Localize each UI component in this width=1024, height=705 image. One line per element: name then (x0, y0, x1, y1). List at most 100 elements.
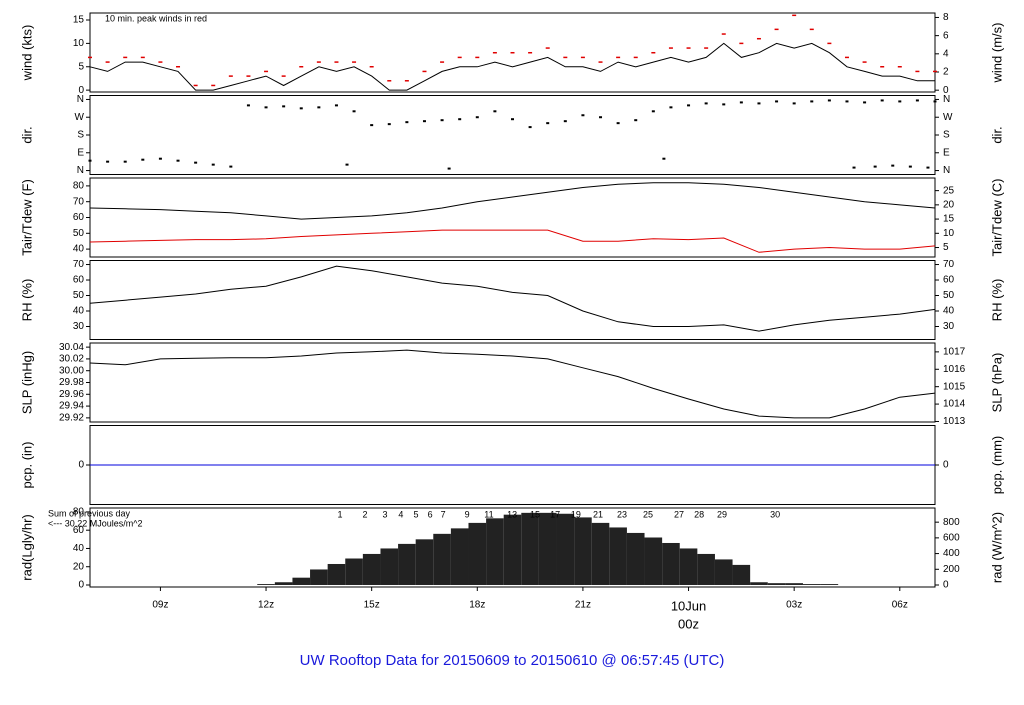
annotation: Sum of previous day (48, 508, 131, 518)
point (405, 121, 409, 124)
y-tick-label: 29.94 (59, 401, 84, 412)
point (634, 119, 638, 122)
y2-tick-label: 600 (943, 533, 960, 544)
hour-mark: 25 (643, 509, 653, 519)
series-line (89, 349, 936, 419)
point (493, 110, 497, 113)
series-line (89, 265, 936, 332)
y2-tick-label: N (943, 94, 950, 105)
y2-tick-label: 6 (943, 30, 949, 41)
y-tick-label: 20 (73, 561, 85, 572)
point (810, 100, 814, 103)
y-tick-label: 40 (73, 543, 85, 554)
panel-frame (89, 507, 936, 588)
point (176, 159, 180, 162)
point (246, 104, 250, 107)
bar (574, 517, 592, 585)
hour-mark: 9 (465, 509, 470, 519)
y-tick-label: 0 (78, 85, 84, 96)
y2-tick-label: 0 (943, 460, 949, 471)
hour-mark: 15 (530, 509, 540, 519)
y-tick-label: 50 (73, 290, 85, 301)
panel-frame (89, 342, 936, 423)
bar (292, 577, 311, 585)
bar (556, 513, 575, 585)
bar (626, 532, 645, 585)
point (475, 116, 479, 119)
chart-title: UW Rooftop Data for 20150609 to 20150610… (300, 652, 725, 669)
point (563, 120, 567, 123)
panel-frame (89, 12, 936, 93)
y2-tick-label: 40 (943, 306, 955, 317)
y-tick-label: 50 (73, 228, 85, 239)
bar (468, 522, 487, 585)
y2-tick-label: 1017 (943, 347, 966, 358)
hour-mark: 4 (398, 509, 403, 519)
point (440, 119, 444, 122)
point (422, 120, 426, 123)
hour-mark: 19 (571, 509, 581, 519)
panel-frame (89, 260, 936, 340)
point (687, 104, 691, 107)
bar (327, 563, 346, 585)
y-tick-label: 15 (73, 15, 85, 26)
x-tick-label: 03z (786, 600, 802, 611)
point (599, 116, 603, 119)
y2-axis-title: dir. (989, 126, 1004, 143)
point (792, 102, 796, 105)
x-tick-label: 00z (678, 616, 699, 631)
bar (433, 533, 451, 585)
point (158, 157, 162, 160)
hour-mark: 30 (770, 509, 780, 519)
bar (697, 553, 715, 585)
bar (415, 539, 434, 585)
y2-tick-label: 0 (943, 580, 949, 591)
y-tick-label: 29.96 (59, 389, 84, 400)
bar (785, 583, 803, 585)
point (581, 114, 585, 117)
y-tick-label: 0 (78, 460, 84, 471)
y-tick-label: 30.02 (59, 354, 84, 365)
date-label: 10Jun (671, 598, 706, 613)
y2-axis-title: rad (W/m^2) (989, 512, 1004, 583)
y-tick-label: N (77, 94, 84, 105)
point (880, 99, 884, 102)
y-tick-label: S (77, 130, 84, 141)
y-axis-title: pcp. (in) (19, 442, 34, 489)
y-tick-label: 60 (73, 275, 85, 286)
point (757, 102, 761, 105)
x-tick-label: 06z (892, 600, 908, 611)
x-tick-label: 12z (258, 600, 274, 611)
x-tick-label: 09z (152, 600, 168, 611)
y2-tick-label: 200 (943, 564, 960, 575)
y2-axis-title: SLP (hPa) (989, 353, 1004, 413)
y2-tick-label: 1016 (943, 364, 966, 375)
hour-mark: 6 (428, 509, 433, 519)
y-tick-label: 0 (78, 580, 84, 591)
y-axis-title: dir. (19, 126, 34, 143)
point (194, 161, 198, 164)
y2-axis-title: Tair/Tdew (C) (989, 178, 1004, 256)
annotation: <--- 30.22 MJoules/m^2 (48, 518, 143, 528)
point (915, 99, 919, 102)
bar (345, 558, 363, 585)
hour-mark: 11 (484, 509, 493, 519)
bar (398, 543, 416, 585)
panel-frame (89, 95, 936, 175)
y-tick-label: 29.98 (59, 377, 84, 388)
bar (310, 569, 328, 585)
bar (820, 584, 839, 585)
y-axis-title: Tair/Tdew (F) (19, 179, 34, 256)
point (739, 101, 743, 104)
y-tick-label: N (77, 165, 84, 176)
point (898, 100, 902, 103)
point (863, 101, 867, 104)
bar (380, 548, 399, 585)
point (370, 124, 374, 127)
bar (767, 583, 786, 585)
y-tick-label: 30.00 (59, 365, 84, 376)
y2-tick-label: 60 (943, 275, 955, 286)
point (926, 166, 930, 169)
y-axis-title: RH (%) (19, 279, 34, 322)
series-line (89, 42, 935, 91)
